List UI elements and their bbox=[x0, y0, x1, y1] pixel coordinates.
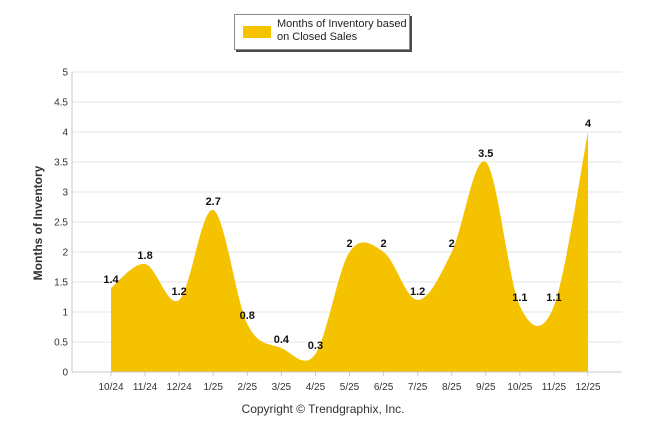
y-tick-label: 3.5 bbox=[54, 158, 68, 169]
data-label: 1.8 bbox=[137, 250, 152, 262]
x-tick-label: 12/24 bbox=[167, 382, 192, 393]
y-tick-label: 3 bbox=[62, 188, 68, 199]
x-tick-label: 9/25 bbox=[476, 382, 496, 393]
copyright-text: Copyright © Trendgraphix, Inc. bbox=[241, 402, 405, 416]
x-tick-label: 11/25 bbox=[542, 382, 567, 393]
y-axis-ticks: 0 0.5 1 1.5 2 2.5 3 3.5 4 4.5 5 bbox=[54, 68, 68, 379]
y-axis-label: Months of Inventory bbox=[31, 165, 45, 280]
data-label: 1.2 bbox=[410, 286, 425, 298]
y-tick-label: 1.5 bbox=[54, 278, 68, 289]
inventory-area bbox=[111, 132, 588, 372]
area-series bbox=[111, 132, 588, 372]
y-tick-label: 0.5 bbox=[54, 338, 68, 349]
data-label: 3.5 bbox=[478, 148, 493, 160]
y-tick-label: 1 bbox=[62, 308, 68, 319]
data-label: 2 bbox=[449, 238, 455, 250]
y-tick-label: 4.5 bbox=[54, 98, 68, 109]
x-tick-label: 7/25 bbox=[408, 382, 428, 393]
axis-lines bbox=[71, 72, 622, 373]
x-tick-label: 11/24 bbox=[133, 382, 158, 393]
data-labels: 1.4 1.8 1.2 2.7 0.8 0.4 0.3 2 2 1.2 2 3.5 1.1 1.1 4 bbox=[103, 118, 592, 352]
legend-label: Months of Inventory based on Closed Sale… bbox=[277, 18, 407, 43]
chart-legend: Months of Inventory based on Closed Sale… bbox=[234, 14, 410, 50]
inventory-area-chart: 0 0.5 1 1.5 2 2.5 3 3.5 4 4.5 5 10/24 11/24 12/24 1/2… bbox=[31, 68, 622, 393]
data-label: 2.7 bbox=[206, 196, 221, 208]
y-tick-label: 2 bbox=[62, 248, 68, 259]
x-tick-label: 3/25 bbox=[272, 382, 292, 393]
x-axis-ticks: 10/24 11/24 12/24 1/25 2/25 3/25 4/25 5/25 6/25 7… bbox=[98, 372, 601, 393]
y-tick-label: 2.5 bbox=[54, 218, 68, 229]
y-tick-label: 0 bbox=[62, 368, 68, 379]
data-label: 1.1 bbox=[512, 292, 527, 304]
x-tick-label: 12/25 bbox=[575, 382, 600, 393]
x-tick-label: 10/25 bbox=[507, 382, 532, 393]
data-label: 4 bbox=[585, 118, 592, 130]
data-label: 0.8 bbox=[240, 310, 255, 322]
x-tick-label: 8/25 bbox=[442, 382, 462, 393]
x-tick-label: 1/25 bbox=[203, 382, 223, 393]
data-label: 0.3 bbox=[308, 340, 323, 352]
y-tick-label: 5 bbox=[62, 68, 68, 79]
y-tick-label: 4 bbox=[62, 128, 68, 139]
x-tick-label: 4/25 bbox=[306, 382, 326, 393]
data-label: 2 bbox=[381, 238, 387, 250]
x-tick-label: 2/25 bbox=[238, 382, 258, 393]
data-label: 1.1 bbox=[546, 292, 561, 304]
x-tick-label: 6/25 bbox=[374, 382, 394, 393]
legend-swatch bbox=[243, 26, 271, 38]
data-label: 2 bbox=[346, 238, 352, 250]
x-tick-label: 5/25 bbox=[340, 382, 360, 393]
data-label: 1.2 bbox=[171, 286, 186, 298]
data-label: 0.4 bbox=[274, 334, 290, 346]
data-label: 1.4 bbox=[103, 274, 119, 286]
x-tick-label: 10/24 bbox=[98, 382, 123, 393]
